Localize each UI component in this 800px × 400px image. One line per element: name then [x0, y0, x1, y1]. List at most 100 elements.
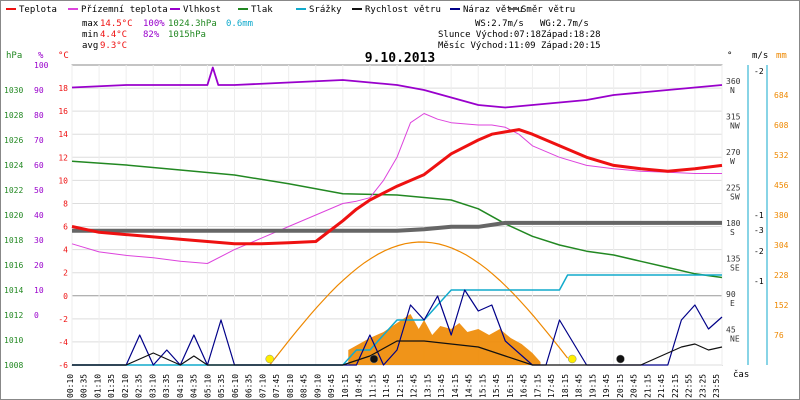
tick-dir: N: [730, 86, 735, 95]
axis-deg-title: °: [727, 51, 732, 61]
tick-dir: E: [730, 299, 735, 308]
tick-pct: 30: [34, 236, 44, 245]
tick-time: 20:45: [630, 374, 639, 398]
tick-mm: 152: [774, 301, 789, 310]
tick-time: 16:45: [520, 374, 529, 398]
tick-temp: 12: [58, 153, 68, 162]
tick-time: 21:15: [643, 374, 652, 398]
tick-time: 17:45: [547, 374, 556, 398]
tick-ms: -1: [754, 211, 764, 220]
tick-ms: -3: [754, 226, 764, 235]
tick-hpa: 1014: [4, 286, 23, 295]
tick-time: 16:15: [506, 374, 515, 398]
tick-temp: 16: [58, 107, 68, 116]
tick-mm: 304: [774, 241, 789, 250]
tick-hpa: 1026: [4, 136, 23, 145]
tick-temp: 4: [63, 246, 68, 255]
tick-time: 00:35: [80, 374, 89, 398]
tick-time: 15:45: [492, 374, 501, 398]
series-prizemni-teplota: [71, 113, 722, 264]
tick-ms: -2: [754, 67, 764, 76]
legend-label: Náraz větru: [463, 5, 523, 15]
tick-time: 08:45: [300, 374, 309, 398]
legend-label: Srážky: [309, 5, 342, 15]
tick-time: 04:35: [190, 374, 199, 398]
series-layer: [71, 66, 723, 366]
sun-rise: Slunce Východ:07:18: [438, 30, 541, 40]
tick-time: 02:35: [135, 374, 144, 398]
tick-ms: -2: [754, 247, 764, 256]
tick-deg: 225: [726, 183, 741, 192]
tick-time: 05:10: [203, 374, 212, 398]
tick-mm: 76: [774, 331, 784, 340]
stat-min-press: 1015hPa: [168, 30, 206, 40]
tick-time: 04:10: [176, 374, 185, 398]
legend: Teplota Přízemní teplota Vlhkost Tlak Srážky…: [6, 5, 575, 15]
tick-hpa: 1018: [4, 236, 23, 245]
tick-mm: 456: [774, 181, 789, 190]
tick-temp: -4: [58, 338, 68, 347]
sun-elevation-curve: [269, 241, 569, 366]
series-rychlost-vetru: [72, 340, 723, 366]
tick-dir: W: [730, 157, 735, 166]
tick-time: 12:15: [396, 374, 405, 398]
tick-deg: 90: [726, 290, 736, 299]
tick-ms: -1: [754, 277, 764, 286]
tick-mm: 532: [774, 151, 789, 160]
stat-min-label: min: [82, 30, 98, 40]
tick-temp: 2: [63, 269, 68, 278]
tick-deg: 270: [726, 148, 741, 157]
tick-time: 02:10: [121, 374, 130, 398]
stat-max-press: 1024.3hPa: [168, 19, 217, 29]
tick-time: 22:15: [671, 374, 680, 398]
tick-hpa: 1016: [4, 261, 23, 270]
tick-mm: 608: [774, 121, 789, 130]
stats-block: max 14.5°C 100% 1024.3hPa 0.6mm min 4.4°…: [82, 19, 253, 51]
tick-mm: 228: [774, 271, 789, 280]
tick-time: 06:35: [245, 374, 254, 398]
stat-max-hum: 100%: [143, 19, 165, 29]
tick-time: 00:10: [66, 374, 75, 398]
tick-pct: 0: [34, 311, 39, 320]
tick-pct: 80: [34, 111, 44, 120]
tick-time: 21:45: [657, 374, 666, 398]
tick-deg: 45: [726, 325, 736, 334]
tick-time: 22:55: [685, 374, 694, 398]
stat-min-hum: 82%: [143, 30, 160, 40]
tick-temp: 8: [63, 199, 68, 208]
legend-label: Teplota: [19, 5, 57, 15]
tick-time: 14:45: [465, 374, 474, 398]
tick-time: 01:35: [107, 374, 116, 398]
tick-pct: 40: [34, 211, 44, 220]
tick-time: 06:10: [231, 374, 240, 398]
tick-deg: 360: [726, 77, 741, 86]
tick-time: 13:15: [423, 374, 432, 398]
tick-hpa: 1008: [4, 361, 23, 370]
tick-deg: 315: [726, 112, 741, 121]
tick-mm: 684: [774, 91, 789, 100]
tick-pct: 10: [34, 286, 44, 295]
tick-dir: SW: [730, 192, 740, 201]
tick-time: 23:25: [698, 374, 707, 398]
tick-deg: 135: [726, 254, 741, 263]
tick-time: 11:45: [382, 374, 391, 398]
tick-time: 19:15: [588, 374, 597, 398]
tick-hpa: 1022: [4, 186, 23, 195]
moon-set: Západ:20:15: [541, 41, 601, 51]
tick-temp: 10: [58, 176, 68, 185]
legend-label: Tlak: [251, 5, 273, 15]
tick-time: 09:10: [313, 374, 322, 398]
axes-layer: 1030102810261024102210201018101610141012…: [4, 61, 789, 398]
tick-pct: 50: [34, 186, 44, 195]
tick-hpa: 1020: [4, 211, 23, 220]
tick-time: 23:55: [712, 374, 721, 398]
axis-hpa-title: hPa: [6, 51, 22, 61]
tick-time: 12:45: [410, 374, 419, 398]
tick-pct: 90: [34, 86, 44, 95]
tick-time: 05:35: [217, 374, 226, 398]
tick-hpa: 1012: [4, 311, 23, 320]
legend-label: Přízemní teplota: [81, 5, 168, 15]
series-vlhkost: [71, 66, 723, 109]
tick-dir: SE: [730, 263, 740, 272]
